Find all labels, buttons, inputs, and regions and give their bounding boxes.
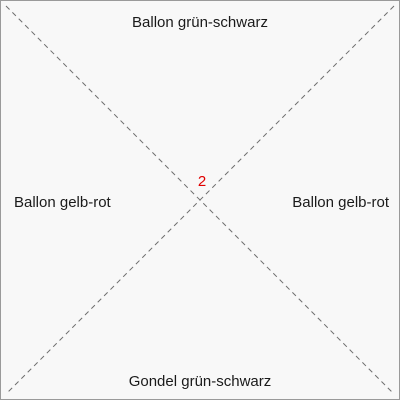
- label-left: Ballon gelb-rot: [14, 194, 111, 211]
- label-bottom: Gondel grün-schwarz: [128, 373, 272, 390]
- label-top: Ballon grün-schwarz: [132, 14, 268, 31]
- label-right: Ballon gelb-rot: [292, 194, 389, 211]
- center-number: 2: [197, 173, 207, 190]
- diagonal-line-tr-bl: [5, 5, 395, 395]
